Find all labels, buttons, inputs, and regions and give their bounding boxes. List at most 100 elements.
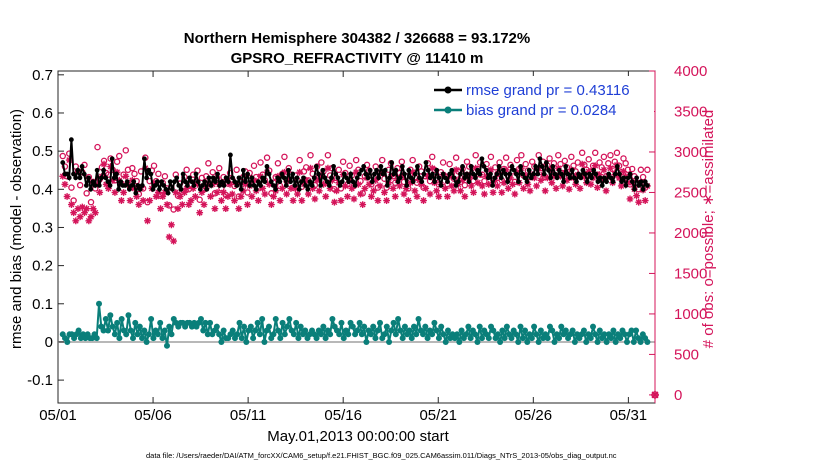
rmse-point [307,179,313,185]
rmse-point [621,175,627,181]
rmse-point [301,175,306,181]
obs-assimilated-point [220,189,227,196]
rmse-point [369,179,375,185]
rmse-point [597,175,603,181]
rmse-point [247,183,253,188]
obs-possible-point [274,160,282,167]
obs-assimilated-point [624,179,632,187]
obs-assimilated-point [183,185,191,192]
rmse-point [485,175,491,181]
obs-assimilated-point [76,213,84,221]
obs-assimilated-point [350,195,358,203]
bias-point [644,338,651,345]
bias-point [467,335,474,342]
rmse-point [365,175,371,181]
bias-point [277,335,284,342]
rmse-point [290,171,296,177]
obs-assimilated-point [154,189,162,196]
rmse-point [230,175,235,181]
bias-point [318,331,325,338]
rmse-point [391,171,397,177]
bias-point [601,331,608,338]
rmse-point [434,167,440,173]
rmse-point [161,183,167,188]
obs-assimilated-point [498,189,506,196]
bias-point [633,327,640,334]
obs-assimilated-point [191,193,199,200]
rmse-point [440,171,446,177]
rmse-point [479,156,485,162]
rmse-point [326,183,332,188]
rmse-point [131,179,137,185]
obs-possible-point [296,156,303,164]
bias-point [107,312,114,319]
bias-point [424,335,431,342]
bias-point [522,327,529,334]
obs-assimilated-point [520,185,527,192]
x-axis-label: May.01,2013 00:00:00 start [267,428,449,445]
obs-assimilated-point [189,185,197,192]
rmse-point [629,179,635,185]
obs-assimilated-point [87,213,95,221]
bias-point [161,327,168,334]
obs-assimilated-point [61,180,69,188]
rmse-point [79,164,85,169]
bias-point [472,331,479,338]
bias-point [422,323,429,330]
obs-assimilated-point [450,187,458,195]
obs-assimilated-point [144,217,151,225]
bias-point [154,331,161,338]
bias-point [338,319,345,326]
right-tick-label: 3000 [674,144,707,161]
bias-point [397,327,404,334]
obs-assimilated-point [244,201,251,209]
rmse-point [60,160,66,165]
bias-point [247,323,254,330]
obs-assimilated-point [367,193,375,200]
bias-point [524,338,531,345]
obs-assimilated-point [359,201,367,209]
obs-assimilated-point [337,197,345,204]
rmse-point [561,179,566,185]
bias-point [354,327,361,334]
rmse-point [361,164,367,169]
obs-assimilated-point [313,176,321,184]
obs-assimilated-point [120,189,128,196]
plot-area: -0.1 0 0.1 0.2 0.3 0.4 0.5 0.6 0.7 0 500 1000 1500 20… [27,63,707,424]
rmse-point [464,171,470,177]
rmse-point [152,183,158,188]
bias-point [519,335,526,342]
bias-point [512,331,519,338]
bias-point [408,335,415,342]
obs-assimilated-point [400,190,408,198]
bias-point [596,327,603,334]
rmse-point [548,175,554,181]
rmse-point [114,171,119,177]
obs-assimilated-point [635,198,643,206]
obs-possible-point [339,158,347,165]
obs-assimilated-point [376,182,384,190]
obs-possible-point [335,166,343,174]
rmse-point [335,175,341,181]
obs-assimilated-point [102,180,110,188]
obs-assimilated-point [404,197,412,204]
obs-assimilated-point [289,197,297,204]
bias-point [284,323,291,330]
bias-point [624,338,631,345]
obs-possible-point [129,164,136,172]
rmse-point [126,186,132,192]
rmse-point [66,175,72,181]
obs-possible-point [122,147,130,154]
obs-assimilated-point [89,205,97,213]
rmse-point [243,179,248,185]
rmse-point [412,171,418,177]
rmse-point [554,175,560,181]
rmse-point [200,183,205,188]
obs-assimilated-point [441,185,449,192]
obs-possible-point [150,162,158,169]
bias-point [476,323,483,330]
obs-assimilated-point [433,187,440,195]
bias-point [349,323,356,330]
bias-point [345,331,352,338]
obs-possible-point [513,156,521,164]
